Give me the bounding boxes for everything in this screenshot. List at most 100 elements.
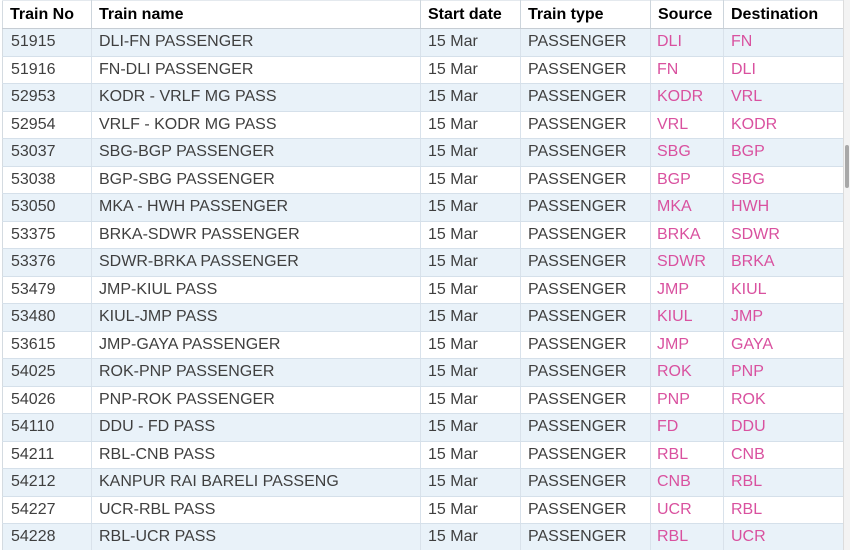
source-link[interactable]: UCR: [657, 500, 692, 518]
cell-train-no: 53479: [2, 276, 92, 304]
cell-source: CNB: [650, 468, 724, 497]
destination-link[interactable]: SDWR: [731, 225, 780, 243]
source-link[interactable]: MKA: [657, 198, 692, 216]
table-row: 54026 PNP-ROK PASSENGER 15 Mar PASSENGER PNP…: [2, 386, 844, 414]
cell-train-name: RBL-UCR PASS: [91, 523, 421, 550]
column-header-train-name: Train name: [91, 0, 421, 29]
cell-train-type: PASSENGER: [520, 496, 651, 524]
source-link[interactable]: SBG: [657, 143, 691, 161]
destination-link[interactable]: KODR: [731, 115, 778, 133]
cell-destination: RBL: [723, 468, 844, 497]
cell-destination: ROK: [723, 386, 844, 414]
column-header-start-date: Start date: [420, 0, 521, 29]
cell-start-date: 15 Mar: [420, 28, 521, 57]
cell-train-no: 52954: [2, 111, 92, 139]
cell-train-name: FN-DLI PASSENGER: [91, 56, 421, 84]
table-header: Train No Train name Start date Train typ…: [2, 0, 844, 29]
cell-train-name: UCR-RBL PASS: [91, 496, 421, 524]
table-row: 54025 ROK-PNP PASSENGER 15 Mar PASSENGER ROK…: [2, 358, 844, 387]
cell-train-type: PASSENGER: [520, 413, 651, 442]
cell-destination: RBL: [723, 496, 844, 524]
destination-link[interactable]: UCR: [731, 528, 766, 546]
destination-link[interactable]: BGP: [731, 143, 765, 161]
cell-train-no: 53037: [2, 138, 92, 167]
cell-train-name: JMP-KIUL PASS: [91, 276, 421, 304]
cell-start-date: 15 Mar: [420, 413, 521, 442]
cell-train-name: JMP-GAYA PASSENGER: [91, 331, 421, 359]
cell-destination: SBG: [723, 166, 844, 194]
source-link[interactable]: JMP: [657, 335, 689, 353]
destination-link[interactable]: DDU: [731, 418, 766, 436]
source-link[interactable]: DLI: [657, 33, 682, 51]
vertical-scrollbar[interactable]: [843, 0, 850, 550]
source-link[interactable]: CNB: [657, 473, 691, 491]
cell-train-name: MKA - HWH PASSENGER: [91, 193, 421, 222]
source-link[interactable]: RBL: [657, 445, 689, 463]
table-row: 53615 JMP-GAYA PASSENGER 15 Mar PASSENGER JM…: [2, 331, 844, 359]
table-row: 53037 SBG-BGP PASSENGER 15 Mar PASSENGER SBG…: [2, 138, 844, 167]
cell-train-no: 54211: [2, 441, 92, 469]
destination-link[interactable]: CNB: [731, 445, 765, 463]
destination-link[interactable]: FN: [731, 33, 753, 51]
source-link[interactable]: KODR: [657, 88, 704, 106]
cell-source: KODR: [650, 83, 724, 112]
cell-destination: BRKA: [723, 248, 844, 277]
destination-link[interactable]: HWH: [731, 198, 770, 216]
cell-source: SBG: [650, 138, 724, 167]
destination-link[interactable]: SBG: [731, 170, 765, 188]
cell-source: RBL: [650, 523, 724, 550]
cell-train-type: PASSENGER: [520, 111, 651, 139]
destination-link[interactable]: VRL: [731, 88, 763, 106]
cell-source: KIUL: [650, 303, 724, 332]
cell-source: MKA: [650, 193, 724, 222]
source-link[interactable]: RBL: [657, 528, 689, 546]
cell-train-type: PASSENGER: [520, 221, 651, 249]
cell-start-date: 15 Mar: [420, 111, 521, 139]
destination-link[interactable]: RBL: [731, 473, 763, 491]
source-link[interactable]: JMP: [657, 280, 689, 298]
cell-destination: SDWR: [723, 221, 844, 249]
source-link[interactable]: BGP: [657, 170, 691, 188]
cell-source: RBL: [650, 441, 724, 469]
cell-train-no: 54025: [2, 358, 92, 387]
cell-train-no: 51916: [2, 56, 92, 84]
train-table-body: 51915 DLI-FN PASSENGER 15 Mar PASSENGER DLI F…: [2, 28, 844, 550]
destination-link[interactable]: GAYA: [731, 335, 774, 353]
cell-start-date: 15 Mar: [420, 303, 521, 332]
cell-train-type: PASSENGER: [520, 83, 651, 112]
source-link[interactable]: FD: [657, 418, 679, 436]
cell-train-name: BGP-SBG PASSENGER: [91, 166, 421, 194]
column-header-train-type: Train type: [520, 0, 651, 29]
source-link[interactable]: KIUL: [657, 308, 693, 326]
source-link[interactable]: PNP: [657, 390, 690, 408]
cell-source: BRKA: [650, 221, 724, 249]
cell-start-date: 15 Mar: [420, 496, 521, 524]
destination-link[interactable]: KIUL: [731, 280, 767, 298]
destination-link[interactable]: ROK: [731, 390, 766, 408]
cell-source: SDWR: [650, 248, 724, 277]
scrollbar-thumb[interactable]: [845, 145, 849, 188]
cell-source: PNP: [650, 386, 724, 414]
cell-train-name: VRLF - KODR MG PASS: [91, 111, 421, 139]
source-link[interactable]: VRL: [657, 115, 689, 133]
destination-link[interactable]: DLI: [731, 60, 756, 78]
source-link[interactable]: BRKA: [657, 225, 701, 243]
cell-destination: PNP: [723, 358, 844, 387]
cell-start-date: 15 Mar: [420, 468, 521, 497]
source-link[interactable]: ROK: [657, 363, 692, 381]
destination-link[interactable]: PNP: [731, 363, 764, 381]
cell-train-type: PASSENGER: [520, 248, 651, 277]
destination-link[interactable]: RBL: [731, 500, 763, 518]
destination-link[interactable]: BRKA: [731, 253, 775, 271]
cell-start-date: 15 Mar: [420, 56, 521, 84]
destination-link[interactable]: JMP: [731, 308, 763, 326]
source-link[interactable]: FN: [657, 60, 679, 78]
cell-destination: GAYA: [723, 331, 844, 359]
cell-train-no: 54212: [2, 468, 92, 497]
source-link[interactable]: SDWR: [657, 253, 706, 271]
cell-start-date: 15 Mar: [420, 248, 521, 277]
cell-train-type: PASSENGER: [520, 276, 651, 304]
table-row: 52954 VRLF - KODR MG PASS 15 Mar PASSENGER V…: [2, 111, 844, 139]
cell-train-type: PASSENGER: [520, 523, 651, 550]
cell-train-no: 53615: [2, 331, 92, 359]
